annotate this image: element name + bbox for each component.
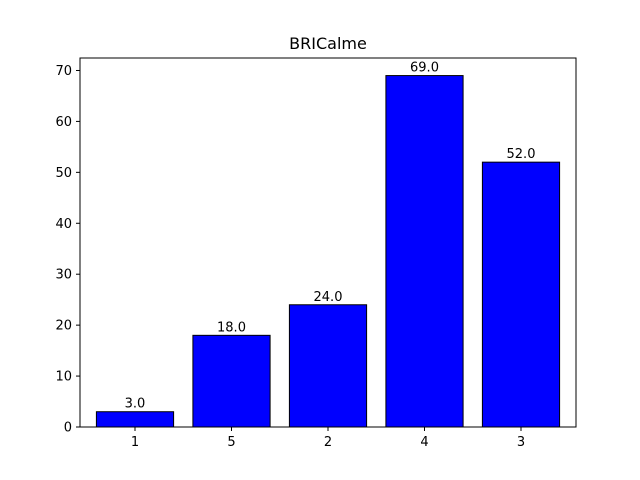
y-tick-label-40: 40 bbox=[55, 217, 72, 232]
y-tick-label-70: 70 bbox=[55, 64, 72, 79]
x-tick-label-2: 2 bbox=[324, 435, 332, 450]
bar-3 bbox=[481, 161, 561, 428]
plot-area: 3.0 18.0 24.0 69.0 52.0 0 10 20 30 40 50 60 70 1 5 2 4 3 bbox=[55, 57, 577, 450]
x-tick-label-1: 1 bbox=[131, 435, 139, 450]
bar-2 bbox=[288, 304, 368, 428]
bar-4 bbox=[385, 75, 464, 428]
y-tick-label-30: 30 bbox=[55, 268, 72, 283]
data-label-2: 24.0 bbox=[314, 290, 343, 305]
data-label-3: 52.0 bbox=[507, 147, 536, 162]
y-tick-label-50: 50 bbox=[55, 166, 72, 181]
y-tick-label-20: 20 bbox=[55, 319, 72, 334]
bar-1 bbox=[95, 411, 175, 428]
y-tick-label-0: 0 bbox=[64, 421, 72, 436]
x-tick-label-5: 5 bbox=[227, 435, 235, 450]
x-tick-label-3: 3 bbox=[517, 435, 525, 450]
data-label-4: 69.0 bbox=[410, 61, 439, 76]
y-tick-label-10: 10 bbox=[55, 370, 72, 385]
data-label-1: 3.0 bbox=[125, 397, 146, 412]
x-tick-label-4: 4 bbox=[420, 435, 428, 450]
data-label-5: 18.0 bbox=[217, 320, 246, 335]
bar-5 bbox=[192, 334, 271, 428]
chart-title: BRICalme bbox=[289, 34, 367, 53]
y-tick-label-60: 60 bbox=[55, 115, 72, 130]
